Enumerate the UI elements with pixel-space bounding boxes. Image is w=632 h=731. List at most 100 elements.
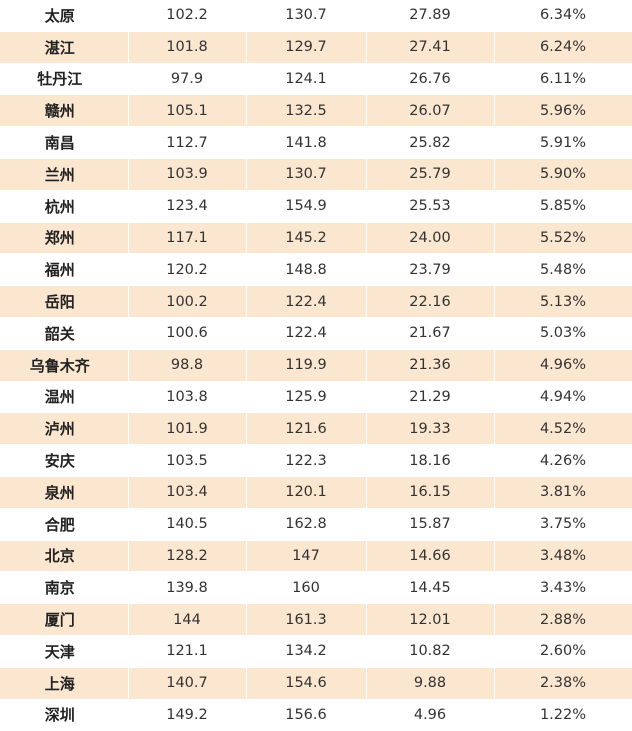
table-row: 厦门 144 161.3 12.01 2.88% bbox=[0, 603, 632, 636]
table-row: 上海 140.7 154.6 9.88 2.38% bbox=[0, 667, 632, 700]
value-cell-col1: 112.7 bbox=[128, 126, 247, 159]
value-cell-col2: 122.3 bbox=[246, 444, 367, 477]
value-cell-col1: 105.1 bbox=[128, 94, 247, 128]
city-name-cell: 泸州 bbox=[0, 412, 129, 446]
value-cell-col3: 4.96 bbox=[366, 699, 495, 731]
value-cell-col4: 5.52% bbox=[494, 222, 632, 255]
value-cell-col4: 3.75% bbox=[494, 508, 632, 541]
value-cell-col2: 161.3 bbox=[246, 603, 367, 636]
value-cell-col3: 9.88 bbox=[366, 667, 495, 700]
value-cell-col4: 3.81% bbox=[494, 476, 632, 509]
value-cell-col3: 12.01 bbox=[366, 603, 495, 636]
value-cell-col1: 103.8 bbox=[128, 381, 247, 414]
city-name-cell: 郑州 bbox=[0, 222, 129, 255]
city-name-cell: 杭州 bbox=[0, 190, 129, 223]
table-row: 深圳 149.2 156.6 4.96 1.22% bbox=[0, 699, 632, 731]
table-row: 南京 139.8 160 14.45 3.43% bbox=[0, 571, 632, 605]
city-name-cell: 南昌 bbox=[0, 126, 129, 159]
city-name-cell: 泉州 bbox=[0, 476, 129, 509]
value-cell-col4: 2.38% bbox=[494, 667, 632, 700]
value-cell-col3: 25.82 bbox=[366, 126, 495, 159]
table-row: 福州 120.2 148.8 23.79 5.48% bbox=[0, 253, 632, 287]
value-cell-col3: 27.41 bbox=[366, 31, 495, 64]
value-cell-col3: 21.36 bbox=[366, 349, 495, 382]
table-row: 岳阳 100.2 122.4 22.16 5.13% bbox=[0, 285, 632, 318]
city-name-cell: 岳阳 bbox=[0, 285, 129, 318]
value-cell-col2: 154.6 bbox=[246, 667, 367, 700]
value-cell-col4: 5.13% bbox=[494, 285, 632, 318]
value-cell-col2: 134.2 bbox=[246, 635, 367, 668]
city-name-cell: 兰州 bbox=[0, 158, 129, 191]
value-cell-col1: 120.2 bbox=[128, 253, 247, 287]
value-cell-col1: 101.8 bbox=[128, 31, 247, 64]
city-name-cell: 温州 bbox=[0, 381, 129, 414]
value-cell-col4: 3.48% bbox=[494, 540, 632, 573]
value-cell-col4: 2.88% bbox=[494, 603, 632, 636]
value-cell-col3: 26.07 bbox=[366, 94, 495, 128]
value-cell-col4: 4.52% bbox=[494, 412, 632, 446]
value-cell-col2: 129.7 bbox=[246, 31, 367, 64]
value-cell-col2: 156.6 bbox=[246, 699, 367, 731]
city-name-cell: 深圳 bbox=[0, 699, 129, 731]
value-cell-col4: 5.48% bbox=[494, 253, 632, 287]
value-cell-col2: 147 bbox=[246, 540, 367, 573]
value-cell-col2: 132.5 bbox=[246, 94, 367, 128]
value-cell-col2: 122.4 bbox=[246, 317, 367, 350]
table-row: 太原 102.2 130.7 27.89 6.34% bbox=[0, 0, 632, 32]
value-cell-col3: 22.16 bbox=[366, 285, 495, 318]
value-cell-col1: 139.8 bbox=[128, 571, 247, 605]
value-cell-col2: 130.7 bbox=[246, 0, 367, 32]
value-cell-col2: 162.8 bbox=[246, 508, 367, 541]
value-cell-col2: 124.1 bbox=[246, 63, 367, 96]
value-cell-col2: 160 bbox=[246, 571, 367, 605]
table-row: 温州 103.8 125.9 21.29 4.94% bbox=[0, 381, 632, 414]
value-cell-col3: 24.00 bbox=[366, 222, 495, 255]
value-cell-col4: 6.34% bbox=[494, 0, 632, 32]
value-cell-col3: 19.33 bbox=[366, 412, 495, 446]
value-cell-col3: 14.66 bbox=[366, 540, 495, 573]
value-cell-col2: 145.2 bbox=[246, 222, 367, 255]
value-cell-col4: 4.94% bbox=[494, 381, 632, 414]
table-row: 牡丹江 97.9 124.1 26.76 6.11% bbox=[0, 63, 632, 96]
city-name-cell: 赣州 bbox=[0, 94, 129, 128]
value-cell-col4: 6.24% bbox=[494, 31, 632, 64]
value-cell-col1: 97.9 bbox=[128, 63, 247, 96]
city-name-cell: 牡丹江 bbox=[0, 63, 129, 96]
value-cell-col4: 6.11% bbox=[494, 63, 632, 96]
value-cell-col1: 101.9 bbox=[128, 412, 247, 446]
table-row: 乌鲁木齐 98.8 119.9 21.36 4.96% bbox=[0, 349, 632, 382]
value-cell-col2: 122.4 bbox=[246, 285, 367, 318]
value-cell-col4: 3.43% bbox=[494, 571, 632, 605]
value-cell-col1: 103.4 bbox=[128, 476, 247, 509]
value-cell-col3: 21.67 bbox=[366, 317, 495, 350]
value-cell-col2: 141.8 bbox=[246, 126, 367, 159]
city-name-cell: 安庆 bbox=[0, 444, 129, 477]
value-cell-col1: 128.2 bbox=[128, 540, 247, 573]
value-cell-col1: 140.5 bbox=[128, 508, 247, 541]
value-cell-col2: 125.9 bbox=[246, 381, 367, 414]
city-name-cell: 南京 bbox=[0, 571, 129, 605]
value-cell-col2: 154.9 bbox=[246, 190, 367, 223]
city-name-cell: 上海 bbox=[0, 667, 129, 700]
value-cell-col4: 5.96% bbox=[494, 94, 632, 128]
city-name-cell: 乌鲁木齐 bbox=[0, 349, 129, 382]
city-name-cell: 北京 bbox=[0, 540, 129, 573]
value-cell-col2: 130.7 bbox=[246, 158, 367, 191]
value-cell-col1: 144 bbox=[128, 603, 247, 636]
table-row: 赣州 105.1 132.5 26.07 5.96% bbox=[0, 94, 632, 128]
value-cell-col2: 120.1 bbox=[246, 476, 367, 509]
value-cell-col3: 15.87 bbox=[366, 508, 495, 541]
value-cell-col3: 10.82 bbox=[366, 635, 495, 668]
value-cell-col1: 103.5 bbox=[128, 444, 247, 477]
city-name-cell: 湛江 bbox=[0, 31, 129, 64]
value-cell-col1: 123.4 bbox=[128, 190, 247, 223]
value-cell-col3: 25.53 bbox=[366, 190, 495, 223]
value-cell-col3: 16.15 bbox=[366, 476, 495, 509]
table-row: 合肥 140.5 162.8 15.87 3.75% bbox=[0, 508, 632, 541]
table-row: 北京 128.2 147 14.66 3.48% bbox=[0, 540, 632, 573]
table-row: 兰州 103.9 130.7 25.79 5.90% bbox=[0, 158, 632, 191]
value-cell-col1: 100.6 bbox=[128, 317, 247, 350]
value-cell-col1: 102.2 bbox=[128, 0, 247, 32]
value-cell-col3: 23.79 bbox=[366, 253, 495, 287]
